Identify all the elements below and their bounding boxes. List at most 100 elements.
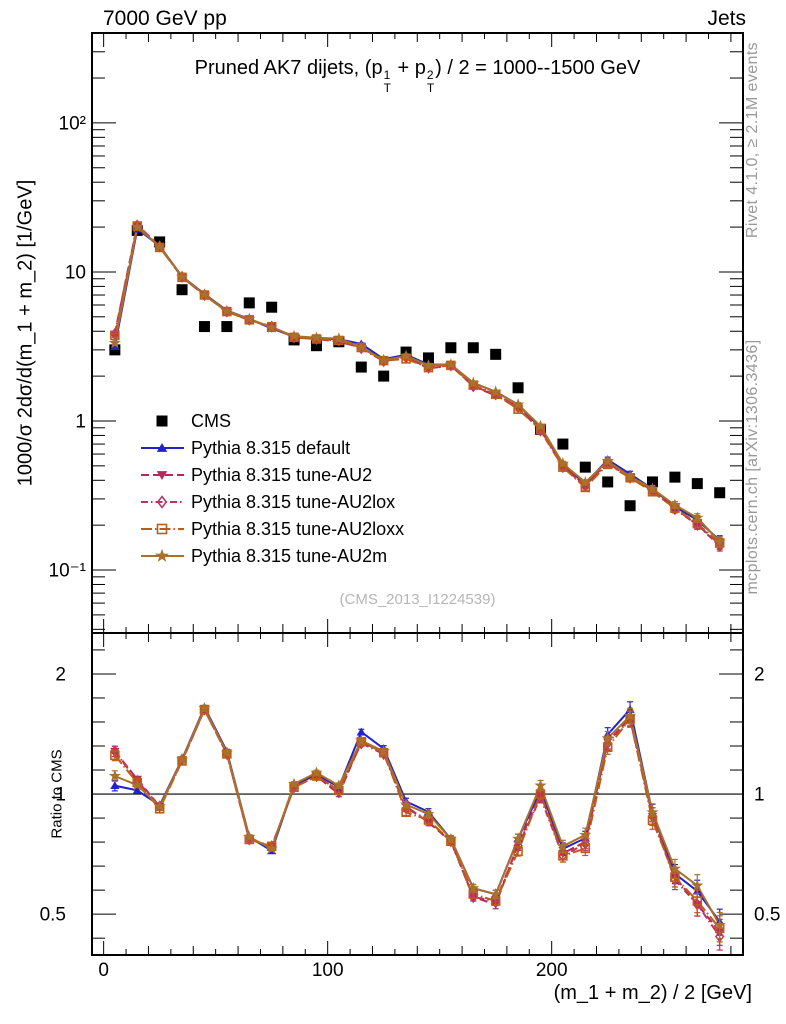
marker-star xyxy=(601,454,614,467)
marker-triangle-up xyxy=(110,781,120,790)
marker-star xyxy=(668,498,681,511)
marker-square xyxy=(198,321,210,333)
legend-item-cms: CMS xyxy=(156,411,231,431)
marker-square xyxy=(467,342,479,354)
side-note-mcplots: mcplots.cern.ch [arXiv:1306.3436] xyxy=(744,339,761,595)
marker-star xyxy=(265,842,278,854)
marker-square xyxy=(714,487,726,499)
marker-triangle-up xyxy=(132,786,142,794)
series-default-line-ratio xyxy=(114,704,721,923)
marker-star xyxy=(355,734,368,746)
marker-star xyxy=(153,800,166,812)
marker-star xyxy=(153,240,166,252)
series-au2m-line-main xyxy=(113,225,721,543)
marker-star xyxy=(400,798,413,810)
marker-square xyxy=(243,297,255,309)
marker-star xyxy=(175,753,189,765)
marker-square xyxy=(310,340,322,352)
x-tick-label: 200 xyxy=(536,960,568,981)
marker-square xyxy=(669,471,681,483)
series-au2lox-line-ratio xyxy=(114,707,721,938)
marker-square xyxy=(422,352,434,364)
series-au2m-line-ratio xyxy=(114,706,721,926)
legend: CMS Pythia 8.315 default Pythia 8.315 tune… xyxy=(141,411,404,566)
marker-star xyxy=(422,359,435,371)
legend-label: Pythia 8.315 tune-AU2loxx xyxy=(191,519,404,539)
marker-star xyxy=(377,353,390,366)
marker-square xyxy=(691,478,703,490)
marker-star xyxy=(534,779,547,791)
marker-star xyxy=(489,887,502,900)
marker-square-open xyxy=(580,843,591,854)
marker-star xyxy=(332,779,345,791)
marker-star xyxy=(131,220,144,233)
ratio-tick-label-right: 1 xyxy=(754,785,765,806)
legend-item-au2: Pythia 8.315 tune-AU2 xyxy=(141,465,372,485)
marker-star xyxy=(288,329,301,342)
marker-square xyxy=(378,370,390,382)
marker-star xyxy=(400,349,413,362)
marker-square xyxy=(266,301,278,313)
series-au2-line-ratio xyxy=(114,707,721,933)
watermark: (CMS_2013_I1224539) xyxy=(339,591,496,608)
legend-label: CMS xyxy=(191,411,231,431)
marker-star xyxy=(155,548,169,562)
marker-star xyxy=(646,482,659,494)
legend-item-au2m: Pythia 8.315 tune-AU2m xyxy=(141,546,387,566)
marker-star xyxy=(422,807,435,820)
marker-star xyxy=(444,358,457,370)
marker-diamond-open xyxy=(490,894,501,908)
marker-star xyxy=(243,830,256,843)
marker-star xyxy=(579,476,592,488)
marker-star xyxy=(198,701,211,714)
axis-ticks-y-main xyxy=(92,32,743,630)
marker-diamond-open xyxy=(266,320,277,333)
marker-star xyxy=(691,879,704,891)
marker-star xyxy=(713,918,726,931)
marker-star xyxy=(601,731,614,744)
marker-triangle-down xyxy=(156,471,168,480)
marker-star xyxy=(556,839,569,852)
x-tick-label: 0 xyxy=(98,960,109,981)
marker-star xyxy=(310,766,323,778)
marker-star xyxy=(467,881,480,894)
ratio-tick-label-right: 0.5 xyxy=(754,905,780,926)
marker-star xyxy=(467,376,480,389)
marker-star xyxy=(175,270,189,283)
marker-star xyxy=(220,304,233,317)
marker-star xyxy=(512,832,525,844)
legend-item-au2loxx: Pythia 8.315 tune-AU2loxx xyxy=(141,519,404,539)
marker-star xyxy=(332,332,345,344)
series-au2m-markers xyxy=(108,220,726,940)
marker-triangle-up xyxy=(110,342,120,351)
marker-star xyxy=(377,744,390,757)
y-tick-label: 10⁻¹ xyxy=(49,561,87,582)
ratio-tick-label-left: 2 xyxy=(55,664,66,685)
marker-square xyxy=(490,348,502,360)
marker-star xyxy=(265,321,278,333)
header-beam-label: 7000 GeV pp xyxy=(103,7,227,30)
legend-label: Pythia 8.315 tune-AU2 xyxy=(191,465,372,485)
marker-square xyxy=(646,476,658,488)
side-note-rivet: Rivet 4.1.0, ≥ 2.1M events xyxy=(744,41,761,239)
marker-square xyxy=(602,476,614,488)
x-tick-label: 100 xyxy=(312,960,344,981)
marker-square-open xyxy=(110,750,120,761)
marker-star xyxy=(444,832,457,845)
series-au2loxx-line-ratio xyxy=(114,707,721,930)
marker-star xyxy=(713,535,726,547)
legend-item-au2lox: Pythia 8.315 tune-AU2lox xyxy=(141,492,395,512)
marker-star xyxy=(624,470,637,482)
marker-square-open xyxy=(401,807,411,818)
legend-item-default: Pythia 8.315 default xyxy=(141,438,350,458)
x-axis-label: (m_1 + m_2) / 2 [GeV] xyxy=(553,982,752,1004)
marker-square-open xyxy=(156,523,168,535)
marker-diamond-open xyxy=(156,495,168,509)
marker-star xyxy=(668,862,681,874)
marker-star xyxy=(355,340,368,353)
marker-star xyxy=(243,312,256,325)
